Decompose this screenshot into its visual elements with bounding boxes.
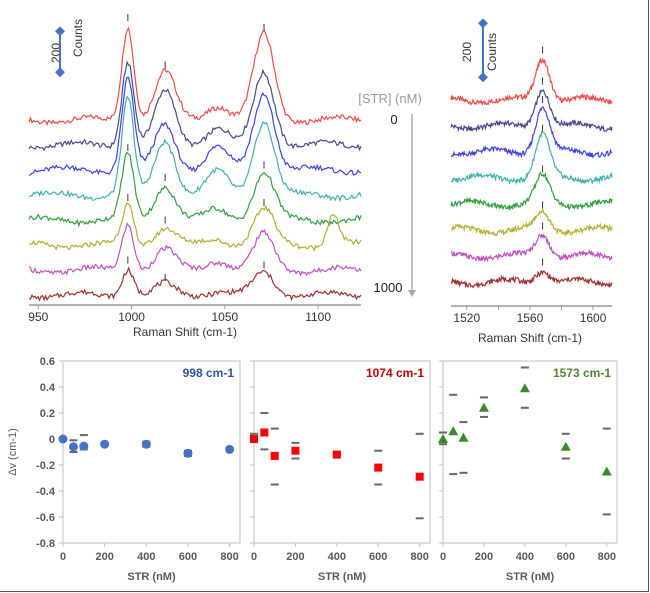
spectrum-line [28,76,362,176]
y-tick-label: 0 [49,434,55,446]
x-tick-label: 0 [440,551,446,563]
data-point [519,383,530,393]
x-tick-label: 0 [251,551,257,563]
data-point [332,450,341,459]
x-tick-label: 200 [95,551,113,563]
x-tick-label: 600 [179,551,197,563]
data-point [79,441,89,451]
x-tick-label: 1600 [580,311,607,325]
spectrum-line [450,208,613,237]
spectra-panel-high: 1520 1560 1600 [450,46,613,325]
x-axis-label-low: Raman Shift (cm-1) [133,325,237,339]
x-tick-label: 1000 [118,310,145,324]
x-tick-label: 1050 [211,310,238,324]
x-tick-label: 400 [328,551,346,563]
data-point [100,439,110,449]
spectrum-line [28,151,362,228]
spectrum-line [450,171,613,211]
data-point [141,439,151,449]
x-axis-label: STR (nM) [506,571,555,583]
panel-title: 1074 cm-1 [366,366,424,380]
concentration-end: 1000 [374,280,403,295]
concentration-label: [STR] (nM) [358,91,422,106]
plot-area [62,360,241,544]
spectrum-line [28,202,362,252]
x-tick-label: 800 [220,551,238,563]
x-tick-label: 600 [557,551,575,563]
data-point [183,448,193,458]
data-point [374,463,383,472]
data-point [415,472,424,481]
y-tick-label: -0.2 [36,460,55,472]
x-tick-label: 400 [516,551,534,563]
scatter-panel-998: 0.6 0.4 0.2 0 -0.2 -0.4 -0.6 -0.8 0 200 400 600 800 S… [36,356,241,583]
plot-area [442,360,618,544]
y-tick-label: 0.6 [40,356,55,368]
scale-bar-unit-a: Counts [71,19,85,57]
data-point [291,446,300,455]
x-axis-label: STR (nM) [318,571,367,583]
x-tick-label: 400 [137,551,155,563]
spectrum-line [28,266,362,302]
panel-title: 998 cm-1 [183,366,235,380]
data-point [260,428,269,437]
y-tick-label: -0.8 [36,538,55,550]
y-tick-label: 0.4 [40,382,56,394]
plot-area [253,360,431,544]
data-point [448,426,459,436]
x-tick-label: 0 [60,551,66,563]
spectrum-line [450,130,613,186]
data-point [478,402,489,412]
data-point [560,441,571,451]
data-point [68,442,78,452]
y-tick-label: 0.2 [40,408,55,420]
x-tick-label: 800 [598,551,616,563]
x-tick-label: 800 [410,551,428,563]
panel-title: 1573 cm-1 [553,366,611,380]
data-point [438,434,448,443]
spectrum-line [28,26,362,127]
data-point [225,444,235,454]
x-tick-label: 200 [286,551,304,563]
data-point [270,451,279,460]
x-axis-label: STR (nM) [127,571,176,583]
data-point [458,432,469,442]
data-point [601,466,612,476]
spectrum-line [28,95,362,203]
spectrum-line [450,270,613,289]
spectrum-line [28,60,362,152]
concentration-start: 0 [390,112,397,127]
spectrum-line [450,106,613,159]
x-tick-label: 1100 [305,310,331,324]
scale-bar-value-b: 200 [460,42,474,62]
y-axis-label-shift: Δv (cm-1) [7,428,19,476]
spectra-panel-low: 950 1000 1050 1100 [28,14,362,324]
scatter-panel-1573: 0 200 400 600 800 STR (nM) 1573 cm-1 [438,360,618,583]
x-tick-label: 1560 [517,311,544,325]
y-tick-label: -0.6 [36,512,55,524]
spectrum-line [28,222,362,277]
scale-bar-a [55,26,65,78]
data-point [58,434,68,444]
spectrum-line [450,89,613,133]
spectrum-line [450,57,613,106]
data-point [250,435,258,443]
y-tick-label: -0.4 [36,486,56,498]
spectrum-line [450,233,613,263]
scatter-panel-1074: 0 200 400 600 800 STR (nM) 1074 cm-1 [250,360,431,583]
x-tick-label: 1520 [453,311,480,325]
scale-bar-unit-b: Counts [485,33,499,71]
x-tick-label: 600 [369,551,387,563]
concentration-arrow [408,114,416,297]
x-axis-label-high: Raman Shift (cm-1) [478,331,582,345]
x-tick-label: 950 [28,310,48,324]
x-tick-label: 200 [475,551,493,563]
